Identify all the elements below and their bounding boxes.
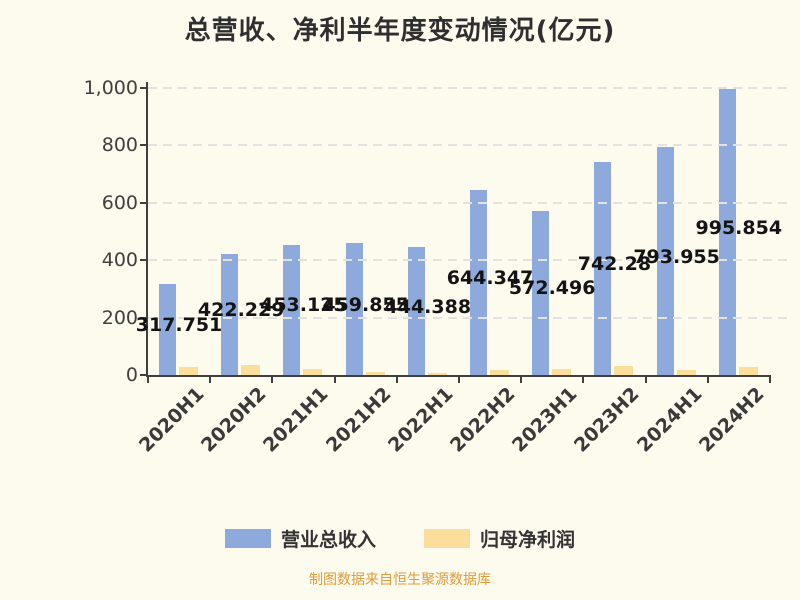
bar-value-label: 742.28 — [577, 252, 652, 275]
y-axis-tick-label: 600 — [101, 191, 138, 214]
profit-bar — [303, 368, 323, 375]
x-axis-tick-mark — [333, 375, 336, 383]
profit-bar — [365, 371, 385, 375]
revenue-bar — [718, 89, 736, 375]
y-axis-tick-label: 0 — [125, 364, 138, 386]
revenue-bar — [470, 190, 487, 375]
bar-value-label: 453.125 — [260, 294, 347, 317]
y-axis-tick-mark — [140, 259, 147, 262]
revenue-bar — [221, 253, 239, 375]
x-axis-tick-mark — [644, 375, 647, 383]
y-axis-tick-mark — [140, 201, 147, 204]
revenue-bar — [283, 244, 301, 375]
gridline — [148, 144, 790, 147]
revenue-bar — [594, 161, 612, 375]
legend-item-revenue: 营业总收入 — [224, 525, 376, 552]
profit-bar — [614, 366, 634, 375]
y-axis-tick-label: 800 — [101, 134, 138, 157]
x-axis-tick-mark — [520, 375, 523, 383]
x-axis-tick-mark — [271, 375, 274, 383]
x-axis-tick-mark — [458, 375, 460, 383]
revenue-swatch — [224, 528, 271, 548]
legend-item-profit: 归母净利润 — [424, 525, 575, 552]
bar-value-label: 317.751 — [135, 313, 223, 336]
gridline — [148, 316, 790, 319]
bar-value-label: 422.229 — [197, 298, 285, 321]
gridline — [148, 87, 790, 89]
bar-value-label: 444.388 — [384, 295, 472, 318]
bar-value-label: 572.496 — [508, 277, 596, 300]
revenue-bar — [407, 247, 425, 375]
y-axis-tick-mark — [140, 316, 147, 319]
profit-bar — [738, 366, 758, 375]
profit-bar — [552, 369, 572, 375]
y-axis-tick-mark — [140, 374, 147, 376]
x-axis-tick-mark — [395, 375, 398, 383]
x-axis-tick-mark — [769, 375, 771, 383]
bar-value-label: 459.855 — [322, 293, 409, 316]
y-axis-tick-mark — [140, 87, 147, 89]
chart-title: 总营收、净利半年度变动情况(亿元) — [184, 16, 616, 46]
profit-legend-label: 归母净利润 — [480, 528, 576, 551]
x-axis-tick-mark — [582, 375, 585, 383]
revenue-bar — [159, 283, 176, 375]
gridline — [148, 201, 790, 204]
profit-swatch — [424, 528, 470, 548]
bar-value-label: 995.854 — [695, 216, 783, 239]
y-axis-tick-label: 1,000 — [83, 77, 138, 99]
gridline — [148, 259, 790, 262]
data-source-note: 制图数据来自恒生聚源数据库 — [309, 572, 491, 588]
x-axis-tick-mark — [209, 375, 212, 383]
revenue-bar — [345, 243, 363, 375]
x-axis-tick-mark — [706, 375, 709, 383]
profit-bar — [676, 369, 696, 375]
bar-value-label: 644.347 — [446, 267, 534, 290]
profit-bar — [241, 364, 261, 375]
legend: 营业总收入 归母净利润 — [0, 525, 800, 552]
profit-bar — [427, 372, 447, 375]
bar-value-label: 793.955 — [633, 245, 720, 268]
revenue-bar — [532, 210, 550, 375]
revenue-legend-label: 营业总收入 — [280, 528, 376, 551]
y-axis-tick-mark — [140, 144, 147, 147]
y-axis-tick-label: 200 — [101, 306, 138, 329]
profit-bar — [490, 370, 509, 375]
y-axis-tick-label: 400 — [101, 249, 138, 272]
x-axis-tick-mark — [147, 375, 149, 383]
y-axis-line — [146, 82, 148, 377]
profit-bar — [179, 366, 198, 375]
